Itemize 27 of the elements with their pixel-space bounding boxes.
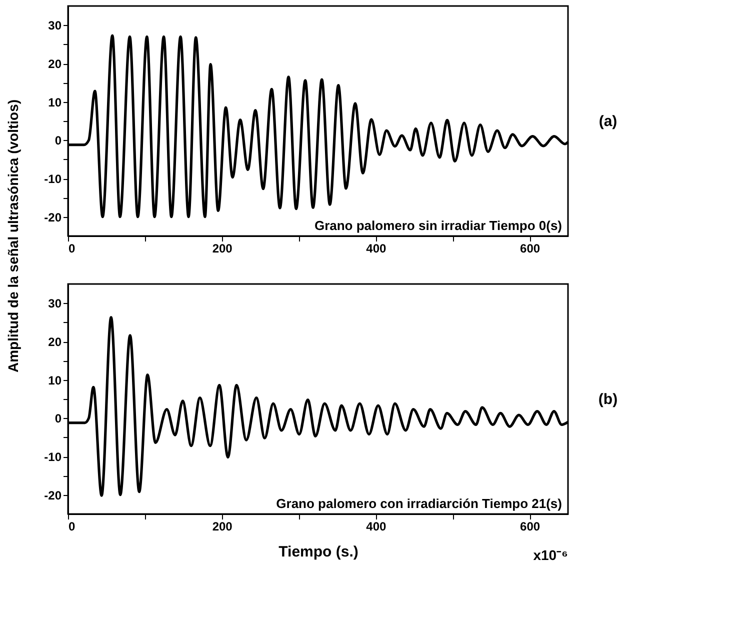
y-tick-label: 0 — [54, 412, 62, 426]
text: x10⁻⁶ — [533, 547, 568, 563]
text: (b) — [598, 391, 618, 408]
annotation: Grano palomero con irradiarción Tiempo 21(s) — [276, 496, 562, 511]
annotation: Grano palomero sin irradiar Tiempo 0(s) — [314, 218, 562, 233]
y-tick-label: 0 — [54, 134, 62, 148]
x-tick-label: 200 — [212, 520, 233, 534]
y-tick-label: 20 — [48, 335, 62, 349]
text: (a) — [598, 113, 618, 130]
y-tick-label: 10 — [48, 95, 62, 110]
y-tick-label: 20 — [48, 57, 62, 71]
x-tick-label: 200 — [212, 242, 233, 256]
y-tick-label: 30 — [48, 296, 62, 311]
x-tick-label: 0 — [68, 242, 76, 256]
y-tick-label: -20 — [44, 488, 62, 502]
x-tick-label: 400 — [366, 242, 387, 256]
y-tick-label: -10 — [44, 172, 62, 186]
y-tick-label: 10 — [48, 373, 62, 388]
x-tick-label: 600 — [520, 520, 540, 534]
y-tick-label: -20 — [44, 210, 62, 224]
y-tick-label: 30 — [48, 18, 62, 33]
x-tick-label: 600 — [520, 242, 540, 256]
x-tick-label: 400 — [366, 520, 387, 534]
x-axis-title: Tiempo (s.) — [278, 544, 358, 560]
x-tick-label: 0 — [68, 520, 76, 534]
y-tick-label: -10 — [44, 450, 62, 464]
y-axis-title: Amplitud de la señal ultrasónica (voltios) — [5, 99, 21, 373]
